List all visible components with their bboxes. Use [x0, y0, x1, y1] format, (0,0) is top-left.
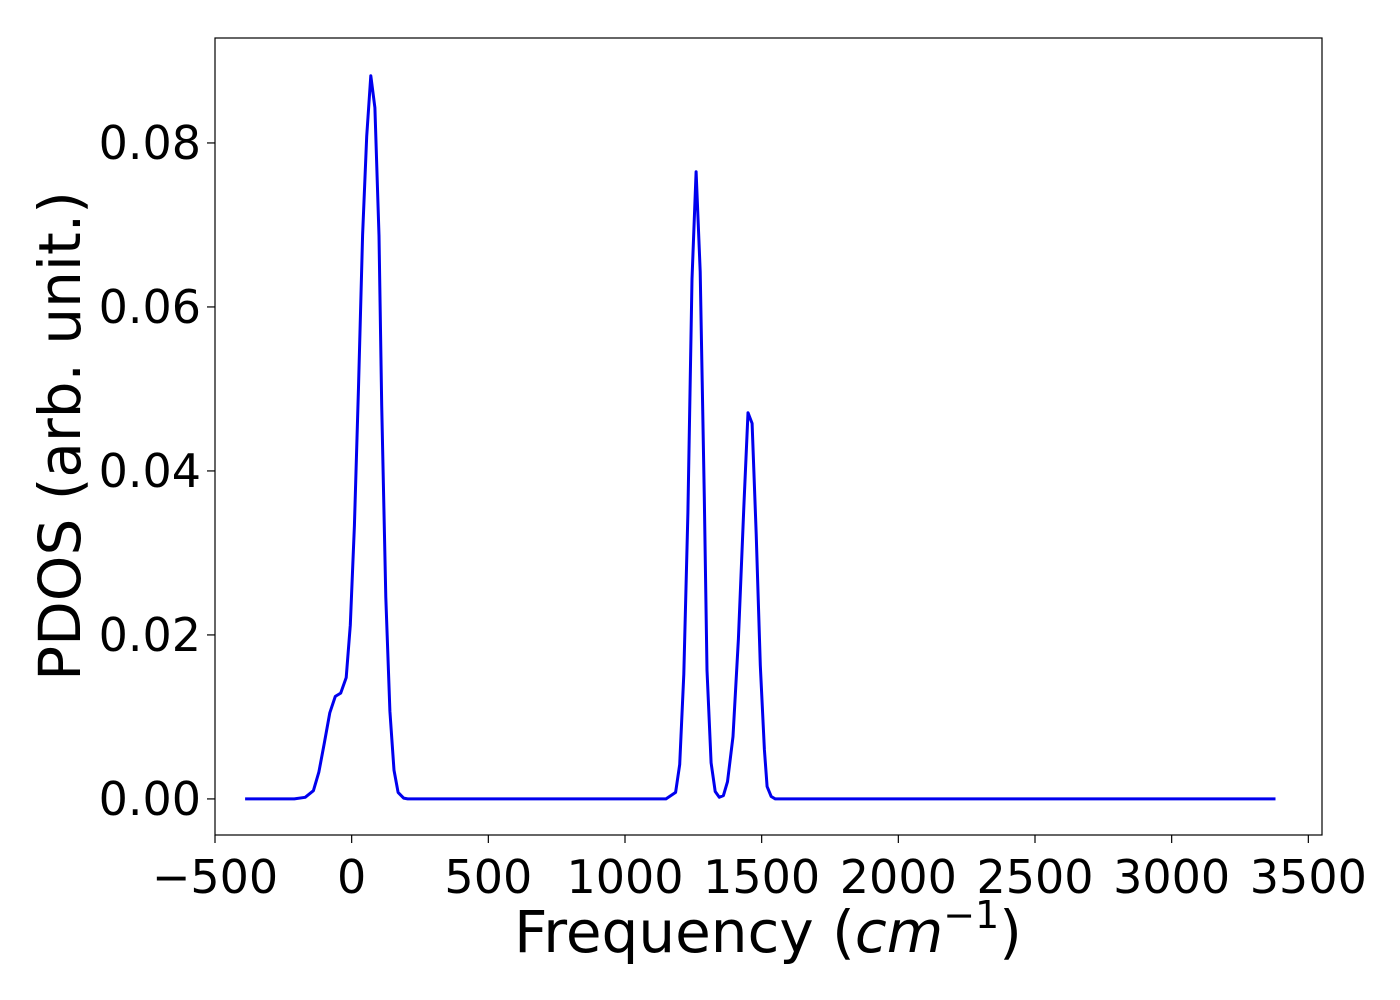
y-tick-label: 0.06	[99, 280, 201, 334]
y-axis: 0.00 0.02 0.04 0.06 0.08	[99, 116, 215, 826]
y-tick-label: 0.08	[99, 116, 201, 170]
y-tick-label: 0.02	[99, 608, 201, 662]
x-axis: −500 0 500 1000 1500 2000 2500 3000 3500	[152, 835, 1367, 904]
x-tick-label: 3000	[1113, 850, 1230, 904]
y-tick-label: 0.04	[99, 444, 201, 498]
y-axis-label: PDOS (arb. unit.)	[26, 191, 94, 681]
pdos-series-line	[245, 74, 1276, 801]
x-axis-label: Frequency (cm−1)	[514, 893, 1022, 966]
x-tick-label: 2500	[976, 850, 1093, 904]
x-tick-label: 3500	[1250, 850, 1367, 904]
x-tick-label: 1500	[703, 850, 820, 904]
plot-frame	[214, 37, 1323, 836]
x-tick-label: 1000	[566, 850, 683, 904]
x-tick-label: 0	[337, 850, 366, 904]
x-tick-label: −500	[152, 850, 278, 904]
y-tick-label: 0.00	[99, 772, 201, 826]
x-tick-label: 500	[444, 850, 532, 904]
x-tick-label: 2000	[840, 850, 957, 904]
